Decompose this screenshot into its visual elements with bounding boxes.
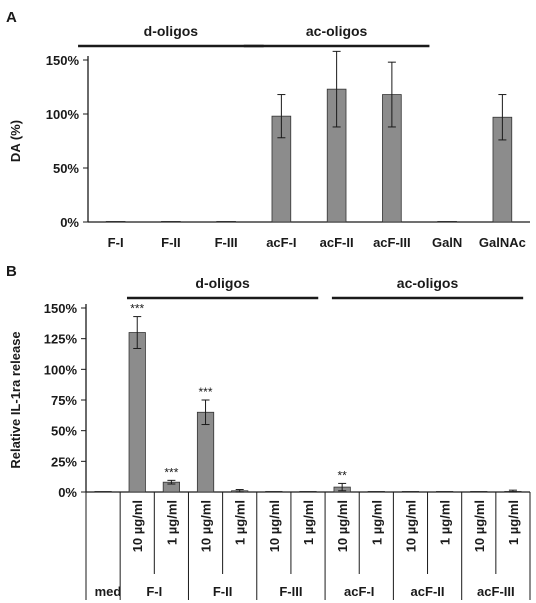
panel-b-group-label: acF-III [477,584,515,599]
panel-b-dose-label: 1 µg/ml [506,500,521,545]
panel-b-bar [94,490,112,493]
panel-a-chart: 0% 50% 100% 150% DA (%) d-oligos ac-oligos F-I F… [8,23,530,250]
panel-b-y-tick-label: 75% [51,393,77,408]
panel-a-x-tick-label: GalN [432,235,462,250]
panel-a-y-tick-label: 100% [46,107,80,122]
panel-a-x-tick-label: F-I [108,235,124,250]
panel-a-x-tick-label: acF-II [320,235,354,250]
panel-b-letter: B [6,263,17,280]
panel-b-dose-label: 1 µg/ml [164,500,179,545]
panel-b-dose-label: 1 µg/ml [233,500,248,545]
panel-b-bar [436,490,454,493]
panel-b-dose-label: 10 µg/ml [335,500,350,552]
panel-a-bar [105,220,126,223]
panel-b-bar [299,490,317,493]
panel-b-bar [367,490,385,493]
panel-b-y-tick-label: 50% [51,424,77,439]
panel-b-bar [265,490,283,493]
panel-b-bar [470,490,488,493]
panel-a-x-tick-label: F-III [215,235,238,250]
panel-b-dose-label: 1 µg/ml [438,500,453,545]
panel-b-dose-label: 1 µg/ml [369,500,384,545]
panel-b-dose-label: 10 µg/ml [130,500,145,552]
panel-a-y-axis-label: DA (%) [8,120,23,162]
panel-b-dose-label: 10 µg/ml [403,500,418,552]
panel-b-bar [128,332,146,493]
panel-a-group-label: ac-oligos [306,23,368,39]
panel-a-y-tick-label: 0% [60,215,79,230]
panel-a-letter: A [6,9,17,26]
panel-a-x-tick-label: GalNAc [479,235,526,250]
panel-b-significance-label: *** [164,465,178,479]
panel-b-group-label: med [95,584,122,599]
panel-b-significance-label: *** [130,302,144,316]
panel-b-y-tick-label: 125% [44,332,78,347]
panel-a-x-tick-label: acF-III [373,235,411,250]
panel-b-dose-label: 10 µg/ml [472,500,487,552]
panel-b-y-tick-label: 25% [51,454,77,469]
panel-a-bar [161,220,181,223]
panel-b-y-tick-label: 100% [44,362,78,377]
panel-a-x-tick-label: F-II [161,235,181,250]
panel-a-y-tick-label: 50% [53,161,79,176]
panel-b-group-label: F-III [279,584,302,599]
panel-b-group-label: d-oligos [195,275,250,291]
panel-b-dose-label: 1 µg/ml [301,500,316,545]
panel-b-chart: 0% 25% 50% 75% 100% 125% 150% Relative IL-1ra r… [8,275,531,600]
panel-b-dose-label: 10 µg/ml [199,500,214,552]
panel-a-bar [216,220,236,223]
panel-b-group-label: ac-oligos [397,275,459,291]
panel-a-group-label: d-oligos [144,23,199,39]
panel-b-y-tick-label: 0% [58,485,77,500]
panel-b-group-label: F-I [146,584,162,599]
panel-b-group-label: acF-II [411,584,445,599]
panel-b-group-label: F-II [213,584,233,599]
panel-b-significance-label: ** [337,468,347,482]
panel-a-x-tick-label: acF-I [266,235,296,250]
panel-b-y-axis-label: Relative IL-1ra release [8,331,23,468]
panel-b-bar [401,490,420,493]
panel-b-y-tick-label: 150% [44,301,78,316]
panel-b-group-label: acF-I [344,584,374,599]
panel-b-significance-label: *** [199,385,213,399]
panel-a-bar [437,220,457,223]
panel-b-dose-label: 10 µg/ml [267,500,282,552]
panel-a-y-tick-label: 150% [46,53,80,68]
